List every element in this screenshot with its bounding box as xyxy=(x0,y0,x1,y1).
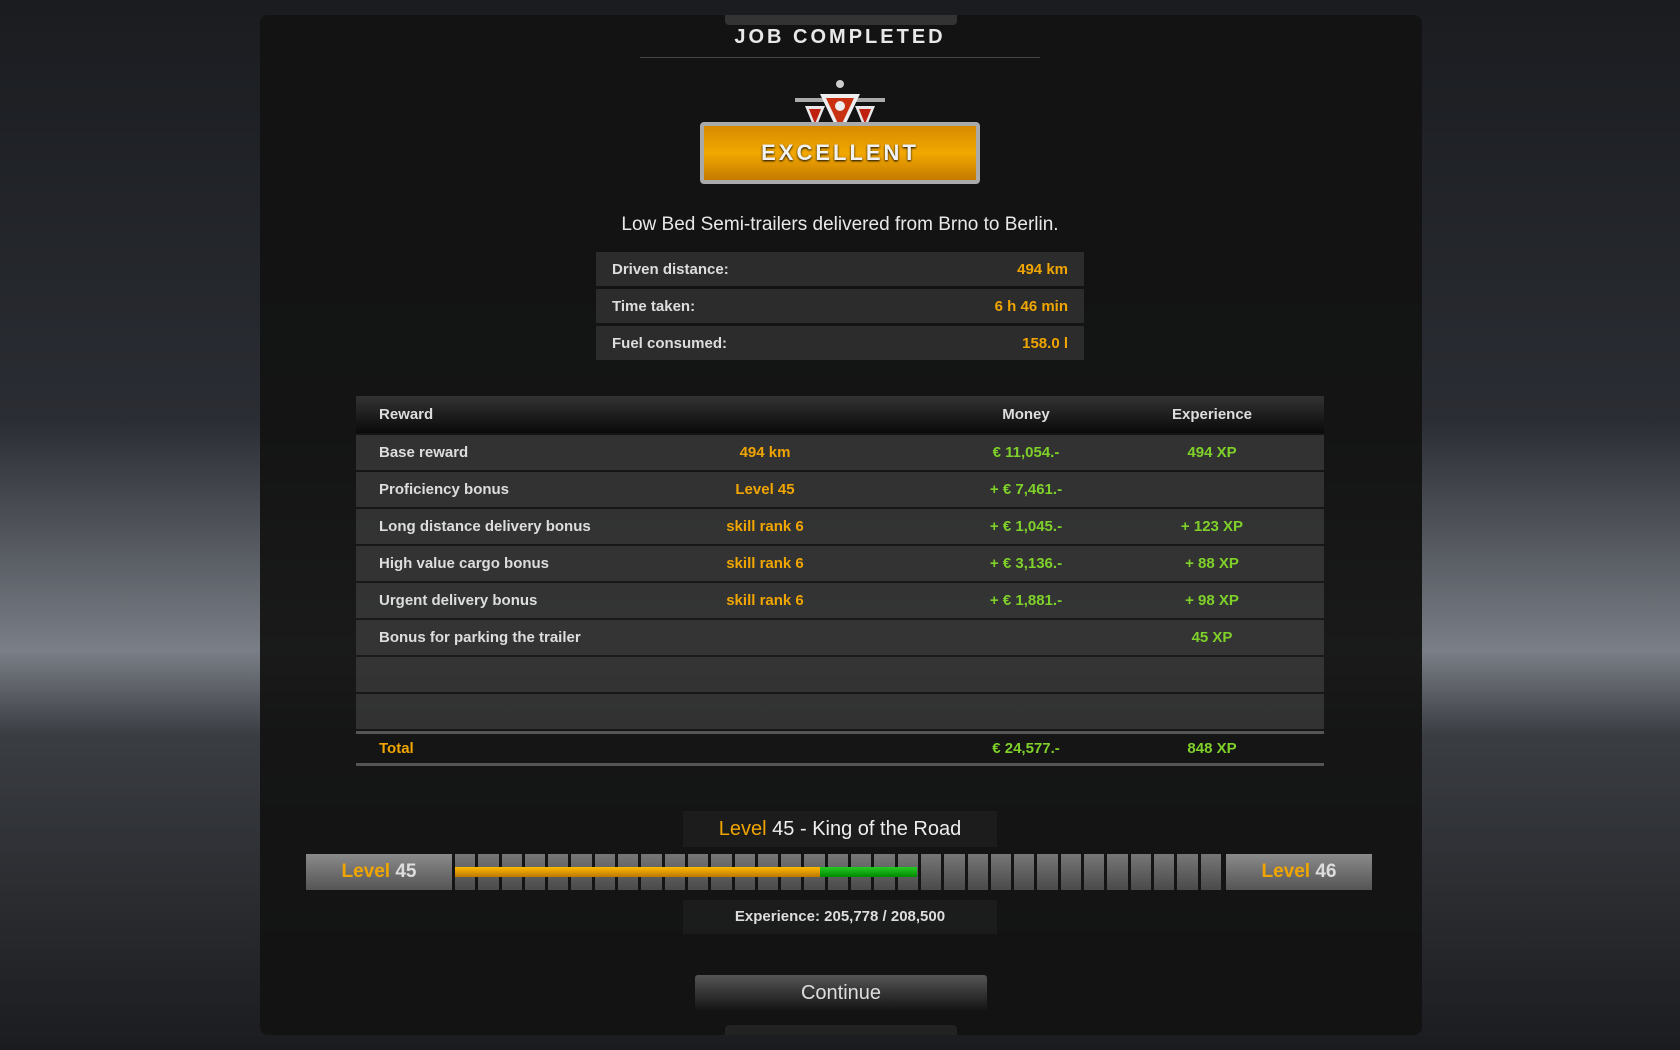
table-row: Bonus for parking the trailer 45 XP xyxy=(356,620,1324,655)
next-level-box: Level 46 xyxy=(1226,854,1372,890)
progress-segment xyxy=(1153,854,1175,890)
excellent-badge: EXCELLENT xyxy=(700,80,980,190)
progress-segment xyxy=(920,854,942,890)
reward-label: Proficiency bonus xyxy=(379,481,510,498)
panel-bottom-tab xyxy=(725,1025,957,1035)
level-word: Level xyxy=(341,861,391,882)
stat-label: Driven distance: xyxy=(612,260,729,278)
current-level-box: Level 45 xyxy=(306,854,452,890)
badge-label: EXCELLENT xyxy=(700,122,980,184)
level-word: Level xyxy=(1261,861,1311,882)
table-row: Base reward 494 km € 11,054.- 494 XP xyxy=(356,435,1324,470)
table-row: Long distance delivery bonus skill rank 6… xyxy=(356,509,1324,544)
reward-detail: skill rank 6 xyxy=(726,555,804,572)
reward-experience: + 123 XP xyxy=(1180,518,1244,535)
reward-label: Urgent delivery bonus xyxy=(379,592,538,609)
stat-value: 6 h 46 min xyxy=(994,297,1068,315)
reward-label: Base reward xyxy=(379,444,469,461)
progress-segment xyxy=(1037,854,1058,890)
panel-title: JOB COMPLETED xyxy=(640,26,1040,58)
header-reward: Reward xyxy=(379,406,434,423)
table-row xyxy=(356,657,1324,692)
rating-emblem-icon xyxy=(795,80,885,130)
progress-segment xyxy=(1084,854,1105,890)
progress-segment xyxy=(967,854,988,890)
reward-label: Long distance delivery bonus xyxy=(379,518,591,535)
level-rank-name: - King of the Road xyxy=(794,818,962,840)
level-number: 45 xyxy=(772,818,795,840)
table-row: Urgent delivery bonus skill rank 6 + € 1,8… xyxy=(356,583,1324,618)
table-row: High value cargo bonus skill rank 6 + € 3,… xyxy=(356,546,1324,581)
table-row xyxy=(356,694,1324,729)
experience-readout: Experience: 205,778 / 208,500 xyxy=(683,900,997,934)
stat-driven-distance: Driven distance: 494 km xyxy=(596,252,1084,286)
reward-table: Reward Money Experience Base reward 494 k… xyxy=(356,396,1324,768)
experience-progress-bar: Level 45 Level 46 xyxy=(306,854,1372,890)
reward-money: + € 7,461.- xyxy=(989,481,1063,498)
level-number: 46 xyxy=(1315,861,1337,882)
progress-segment xyxy=(1130,854,1151,890)
stat-label: Fuel consumed: xyxy=(612,334,728,352)
reward-experience: 494 XP xyxy=(1187,444,1237,461)
reward-label: Bonus for parking the trailer xyxy=(379,629,581,646)
reward-detail: skill rank 6 xyxy=(726,518,804,535)
stat-value: 158.0 l xyxy=(1022,334,1068,352)
reward-experience: 45 XP xyxy=(1191,629,1233,646)
reward-detail: skill rank 6 xyxy=(726,592,804,609)
delivery-summary: Low Bed Semi-trailers delivered from Brn… xyxy=(621,214,1059,235)
progress-segment xyxy=(990,854,1012,890)
reward-detail: 494 km xyxy=(739,444,791,461)
stat-label: Time taken: xyxy=(612,297,696,315)
total-experience: 848 XP xyxy=(1187,740,1237,757)
reward-label: High value cargo bonus xyxy=(379,555,550,572)
level-title: Level 45 - King of the Road xyxy=(683,811,997,847)
reward-experience: + 88 XP xyxy=(1185,555,1239,572)
stat-time-taken: Time taken: 6 h 46 min xyxy=(596,289,1084,323)
reward-detail: Level 45 xyxy=(735,481,795,498)
stat-fuel-consumed: Fuel consumed: 158.0 l xyxy=(596,326,1084,360)
table-header: Reward Money Experience xyxy=(356,396,1324,433)
stat-value: 494 km xyxy=(1017,260,1068,278)
reward-experience: + 98 XP xyxy=(1185,592,1239,609)
progress-segment xyxy=(1014,854,1035,890)
header-money: Money xyxy=(1002,406,1050,423)
reward-money: + € 3,136.- xyxy=(989,555,1063,572)
table-total-row: Total € 24,577.- 848 XP xyxy=(356,731,1324,766)
total-money: € 24,577.- xyxy=(992,740,1060,757)
level-number: 45 xyxy=(395,861,417,882)
reward-money: + € 1,881.- xyxy=(989,592,1063,609)
reward-money: + € 1,045.- xyxy=(989,518,1063,535)
progress-segment xyxy=(1060,854,1082,890)
header-experience: Experience xyxy=(1171,406,1253,423)
reward-money: € 11,054.- xyxy=(992,444,1060,461)
progress-segment xyxy=(1107,854,1128,890)
continue-button[interactable]: Continue xyxy=(695,975,987,1012)
total-label: Total xyxy=(379,740,414,757)
previous-xp-fill xyxy=(455,867,821,877)
progress-segment xyxy=(1200,854,1221,890)
progress-segment xyxy=(944,854,965,890)
progress-segment xyxy=(1177,854,1198,890)
table-row: Proficiency bonus Level 45 + € 7,461.- xyxy=(356,472,1324,507)
level-word: Level xyxy=(718,818,767,840)
panel-tab xyxy=(725,15,957,25)
